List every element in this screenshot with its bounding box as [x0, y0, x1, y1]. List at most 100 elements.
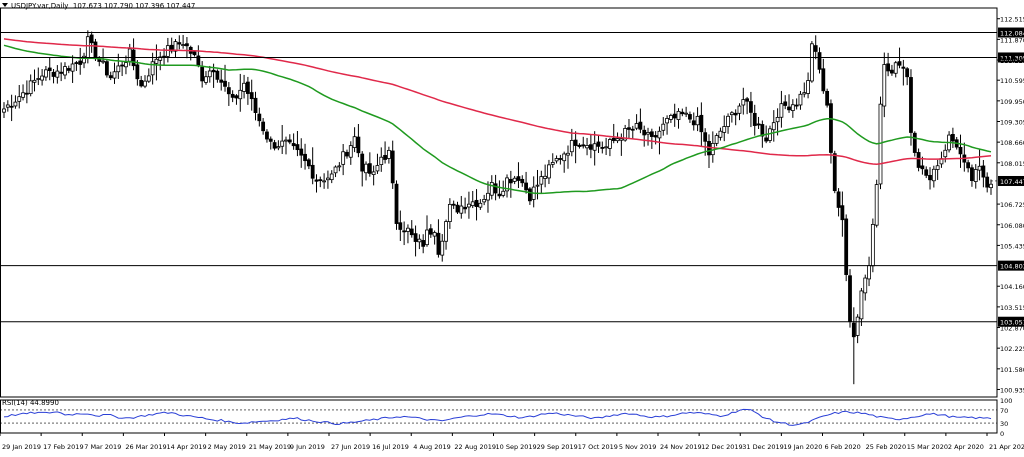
candle-body — [143, 80, 147, 87]
candle-body — [394, 183, 399, 224]
level-tag — [998, 316, 1024, 327]
level-tag — [998, 260, 1024, 271]
candle-body — [981, 165, 986, 178]
price-tick-label: 110.595 — [1000, 77, 1024, 85]
candle-body — [608, 139, 612, 149]
candle-body — [638, 121, 643, 130]
candle-body — [870, 224, 875, 267]
x-tick-label: 7 Mar 2019 — [84, 443, 121, 451]
candle-body — [901, 66, 906, 69]
candle-body — [44, 69, 48, 78]
candle-body — [508, 178, 513, 184]
candle-body — [497, 193, 502, 197]
candle-body — [326, 177, 330, 181]
candle-body — [230, 93, 235, 98]
candle-body — [2, 108, 6, 113]
candle-body — [32, 79, 37, 83]
candle-body — [627, 127, 631, 130]
candle-body — [802, 92, 807, 95]
candle-body — [158, 56, 163, 61]
candle-body — [989, 183, 993, 189]
candle-body — [867, 265, 871, 280]
candle-body — [535, 184, 540, 187]
candle-body — [223, 80, 227, 87]
candle-body — [120, 64, 125, 67]
candle-body — [512, 177, 517, 182]
candle-body — [714, 135, 719, 144]
candle-body — [146, 75, 151, 82]
candle-body — [573, 139, 578, 146]
candle-body — [451, 203, 456, 206]
candle-body — [501, 190, 506, 196]
candle-body — [520, 178, 525, 184]
current-price-label: 107.447 — [1000, 178, 1024, 186]
candle-body — [112, 71, 117, 79]
candle-body — [386, 149, 391, 159]
x-tick-label: 5 Nov 2019 — [619, 443, 657, 451]
candle-body — [234, 95, 239, 99]
candle-body — [127, 48, 132, 62]
candle-body — [798, 93, 803, 106]
candle-body — [219, 79, 224, 83]
candle-body — [775, 117, 780, 123]
candle-body — [272, 142, 277, 149]
level-label: 111.305 — [1000, 54, 1024, 62]
rsi-header: RSI(14) 44.8990 — [2, 399, 59, 407]
candle-body — [139, 80, 144, 87]
candle-body — [371, 171, 376, 175]
candle-body — [809, 43, 814, 82]
candle-body — [425, 229, 429, 246]
candle-body — [40, 75, 45, 81]
candle-body — [245, 81, 250, 94]
x-tick-label: 12 Dec 2019 — [701, 443, 743, 451]
candle-body — [806, 80, 810, 94]
candle-body — [295, 144, 300, 151]
price-tick-label: 101.580 — [1000, 366, 1024, 374]
candle-body — [356, 136, 361, 154]
candle-body — [505, 177, 509, 192]
candle-body — [756, 123, 761, 126]
x-tick-label: 14 Apr 2019 — [167, 443, 207, 451]
candle-body — [554, 158, 559, 162]
candle-body — [154, 58, 159, 64]
candle-body — [684, 112, 689, 115]
candle-body — [524, 182, 528, 191]
candle-body — [82, 55, 86, 64]
level-label: 112.084 — [1000, 30, 1024, 38]
candle-body — [379, 156, 384, 166]
candle-body — [78, 60, 83, 65]
candle-body — [836, 191, 841, 208]
candle-body — [729, 112, 734, 116]
candle-body — [85, 36, 90, 59]
x-tick-label: 9 Jun 2019 — [290, 443, 325, 451]
candle-body — [882, 64, 887, 107]
rsi-tick-label: 70 — [1000, 407, 1008, 415]
candle-body — [931, 168, 936, 182]
candle-body — [360, 153, 365, 172]
candle-body — [848, 275, 852, 323]
main-plot-frame — [0, 7, 998, 398]
x-tick-label: 21 Apr 2020 — [989, 443, 1024, 451]
candle-body — [611, 137, 616, 141]
x-tick-label: 26 Mar 2019 — [125, 443, 166, 451]
candle-body — [238, 89, 243, 100]
candle-body — [703, 132, 708, 142]
candle-body — [375, 165, 380, 172]
rsi-plot-frame — [0, 399, 998, 434]
candle-body — [447, 203, 452, 222]
candle-body — [493, 183, 498, 194]
candle-body — [943, 149, 948, 158]
candle-body — [966, 162, 971, 169]
x-tick-label: 24 Nov 2019 — [660, 443, 702, 451]
chevron-down-icon[interactable] — [2, 3, 8, 7]
candle-body — [55, 70, 60, 78]
candle-body — [192, 51, 197, 56]
candle-body — [741, 99, 746, 106]
x-tick-label: 29 Sep 2019 — [537, 443, 578, 451]
candle-body — [455, 204, 460, 213]
candle-body — [204, 76, 208, 83]
price-tick-label: 112.515 — [1000, 16, 1024, 24]
candle-body — [516, 176, 521, 181]
candle-body — [779, 103, 784, 118]
